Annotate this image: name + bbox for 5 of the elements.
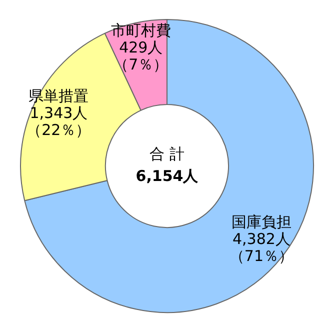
data-label: 1,343人（22％） [26, 104, 91, 139]
slice-label: 国庫負担 [231, 213, 292, 232]
text: 6,154人 [136, 166, 200, 185]
text: 合 計 [150, 144, 184, 163]
data-label: 429人（7％） [114, 38, 168, 74]
